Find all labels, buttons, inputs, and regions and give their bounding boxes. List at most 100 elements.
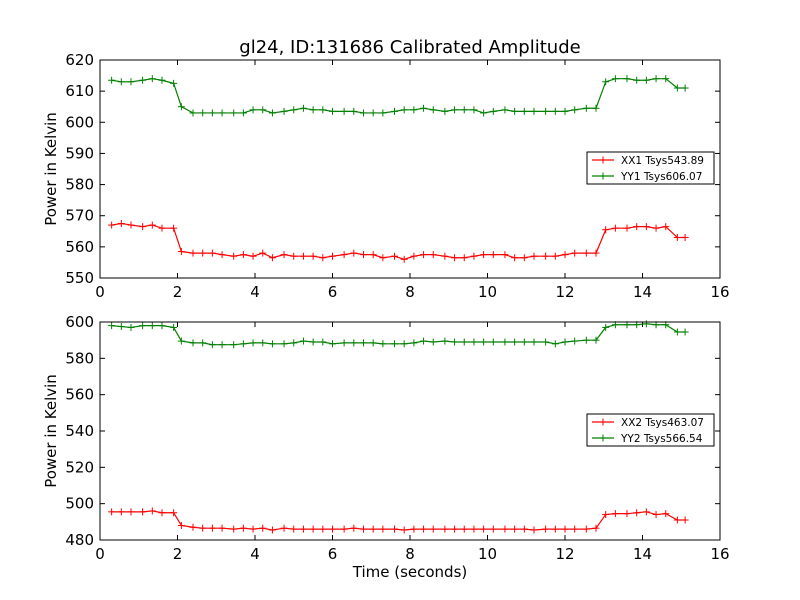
data-point-yy2 bbox=[420, 337, 428, 345]
data-point-xx2 bbox=[652, 511, 660, 519]
data-point-yy1 bbox=[299, 104, 307, 112]
data-point-xx2 bbox=[309, 525, 317, 533]
data-point-xx1 bbox=[208, 249, 216, 257]
data-point-xx2 bbox=[673, 516, 681, 524]
data-point-yy2 bbox=[571, 337, 579, 345]
data-point-xx1 bbox=[158, 224, 166, 232]
y-tick-label: 590 bbox=[65, 144, 94, 162]
data-point-xx2 bbox=[379, 525, 387, 533]
data-point-yy1 bbox=[673, 84, 681, 92]
series-line-xx2 bbox=[111, 510, 686, 531]
data-point-xx1 bbox=[561, 251, 569, 259]
data-point-yy2 bbox=[280, 340, 288, 348]
data-point-xx2 bbox=[259, 524, 267, 532]
y-tick-label: 480 bbox=[65, 531, 94, 549]
data-point-yy1 bbox=[117, 78, 125, 86]
data-point-xx1 bbox=[259, 249, 267, 257]
data-point-xx2 bbox=[542, 525, 550, 533]
data-point-yy1 bbox=[249, 106, 257, 114]
data-point-yy2 bbox=[592, 336, 600, 344]
data-point-xx1 bbox=[633, 223, 641, 231]
data-point-yy2 bbox=[501, 338, 509, 346]
data-point-yy1 bbox=[520, 107, 528, 115]
x-tick-label: 0 bbox=[95, 545, 105, 563]
data-point-xx1 bbox=[280, 251, 288, 259]
data-point-yy2 bbox=[360, 339, 367, 347]
data-point-xx2 bbox=[369, 525, 377, 533]
data-point-yy2 bbox=[340, 339, 348, 347]
legend-entry-yy1: YY1 Tsys606.07 bbox=[592, 171, 702, 183]
data-point-xx2 bbox=[290, 525, 298, 533]
data-point-xx1 bbox=[681, 234, 689, 242]
data-point-yy2 bbox=[551, 340, 559, 348]
data-point-xx1 bbox=[400, 255, 408, 263]
y-tick-label: 570 bbox=[65, 207, 94, 225]
data-point-yy1 bbox=[259, 106, 267, 114]
data-point-xx1 bbox=[530, 252, 538, 260]
series-line-yy1 bbox=[111, 78, 686, 114]
y-ticks-bottom: 480 500 520 540 560 580 600 bbox=[65, 313, 720, 549]
data-point-yy1 bbox=[561, 107, 569, 115]
data-point-xx1 bbox=[542, 252, 550, 260]
data-point-yy1 bbox=[340, 107, 348, 115]
data-point-xx1 bbox=[451, 254, 459, 262]
data-point-yy1 bbox=[429, 106, 437, 114]
data-point-yy1 bbox=[511, 107, 519, 115]
data-point-xx1 bbox=[410, 252, 418, 260]
data-point-yy1 bbox=[410, 106, 418, 114]
legend-entry-xx2: XX2 Tsys463.07 bbox=[592, 417, 704, 429]
y-tick-label: 520 bbox=[65, 458, 94, 476]
y-axis-label-top: Power in Kelvin bbox=[42, 112, 60, 226]
series-bottom bbox=[108, 320, 689, 534]
data-point-xx1 bbox=[319, 254, 327, 262]
plot-frame-bottom bbox=[99, 321, 721, 541]
data-point-xx1 bbox=[551, 252, 559, 260]
data-point-yy1 bbox=[642, 76, 650, 84]
data-point-xx2 bbox=[170, 509, 178, 517]
data-point-xx1 bbox=[290, 252, 298, 260]
x-tick-label: 12 bbox=[555, 283, 574, 301]
data-point-yy1 bbox=[158, 76, 166, 84]
data-point-yy2 bbox=[108, 322, 116, 330]
data-point-xx2 bbox=[592, 524, 600, 532]
data-point-xx1 bbox=[592, 249, 600, 257]
data-point-xx2 bbox=[530, 526, 538, 534]
data-point-xx1 bbox=[148, 221, 156, 229]
data-point-yy2 bbox=[259, 339, 267, 347]
x-ticks-top: 0 2 4 6 8 10 12 14 16 bbox=[95, 60, 730, 301]
data-point-xx1 bbox=[127, 221, 135, 229]
data-point-yy2 bbox=[170, 323, 178, 331]
data-point-yy2 bbox=[350, 339, 358, 347]
data-point-xx2 bbox=[451, 525, 459, 533]
data-point-xx1 bbox=[652, 224, 660, 232]
data-point-yy1 bbox=[530, 107, 538, 115]
data-point-yy2 bbox=[127, 323, 135, 331]
data-point-yy2 bbox=[290, 339, 298, 347]
data-point-yy2 bbox=[268, 340, 276, 348]
x-tick-label: 16 bbox=[710, 283, 729, 301]
data-point-xx2 bbox=[410, 525, 418, 533]
data-point-xx2 bbox=[561, 525, 569, 533]
data-point-yy1 bbox=[268, 109, 276, 117]
data-point-xx1 bbox=[441, 252, 449, 260]
x-tick-label: 6 bbox=[328, 545, 338, 563]
data-point-yy1 bbox=[139, 76, 147, 84]
data-point-xx2 bbox=[299, 525, 307, 533]
data-point-yy2 bbox=[511, 338, 519, 346]
x-tick-label: 8 bbox=[405, 283, 415, 301]
series-line-yy2 bbox=[111, 323, 686, 346]
data-point-yy1 bbox=[177, 103, 185, 111]
data-point-xx2 bbox=[681, 516, 689, 524]
data-point-xx2 bbox=[127, 508, 135, 516]
data-point-yy2 bbox=[218, 341, 226, 349]
legend-label-xx1: XX1 Tsys543.89 bbox=[621, 155, 704, 167]
x-tick-label: 0 bbox=[95, 283, 105, 301]
data-point-xx2 bbox=[360, 525, 367, 533]
data-point-yy1 bbox=[309, 106, 317, 114]
data-point-yy1 bbox=[391, 107, 398, 115]
data-point-xx2 bbox=[602, 511, 610, 519]
x-tick-label: 10 bbox=[478, 283, 497, 301]
legend-label-xx2: XX2 Tsys463.07 bbox=[621, 417, 704, 429]
y-tick-label: 620 bbox=[65, 51, 94, 69]
data-point-yy2 bbox=[441, 337, 449, 345]
